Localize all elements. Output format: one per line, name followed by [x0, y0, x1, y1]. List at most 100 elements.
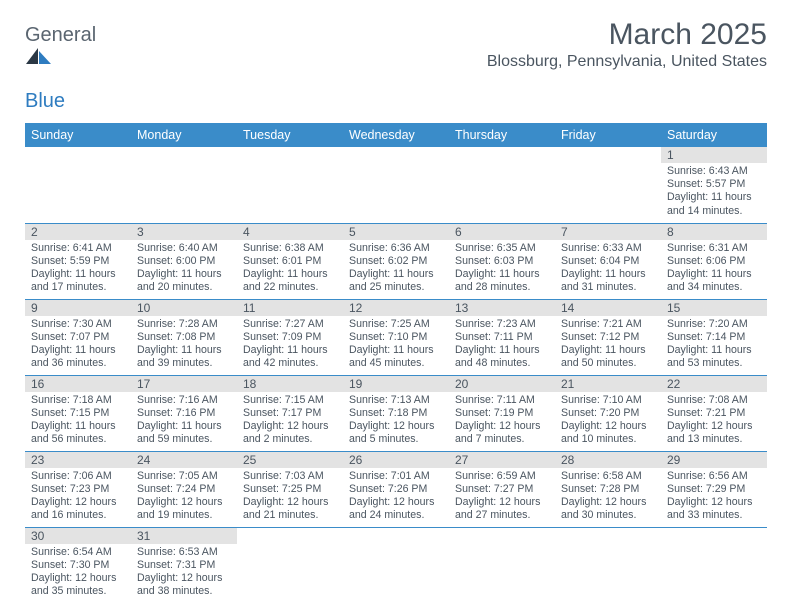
calendar-cell: 26Sunrise: 7:01 AMSunset: 7:26 PMDayligh… [343, 451, 449, 527]
day-number: 31 [131, 528, 237, 544]
calendar-cell: 8Sunrise: 6:31 AMSunset: 6:06 PMDaylight… [661, 223, 767, 299]
day-details: Sunrise: 7:01 AMSunset: 7:26 PMDaylight:… [343, 468, 449, 526]
calendar-cell: 11Sunrise: 7:27 AMSunset: 7:09 PMDayligh… [237, 299, 343, 375]
logo-sail-icon [25, 47, 95, 67]
calendar-cell [555, 147, 661, 223]
weekday-header: Wednesday [343, 123, 449, 147]
calendar-cell: 24Sunrise: 7:05 AMSunset: 7:24 PMDayligh… [131, 451, 237, 527]
calendar-cell: 15Sunrise: 7:20 AMSunset: 7:14 PMDayligh… [661, 299, 767, 375]
calendar-cell: 6Sunrise: 6:35 AMSunset: 6:03 PMDaylight… [449, 223, 555, 299]
calendar-cell: 3Sunrise: 6:40 AMSunset: 6:00 PMDaylight… [131, 223, 237, 299]
calendar-cell: 13Sunrise: 7:23 AMSunset: 7:11 PMDayligh… [449, 299, 555, 375]
calendar-cell: 7Sunrise: 6:33 AMSunset: 6:04 PMDaylight… [555, 223, 661, 299]
calendar-week: 16Sunrise: 7:18 AMSunset: 7:15 PMDayligh… [25, 375, 767, 451]
calendar-cell: 4Sunrise: 6:38 AMSunset: 6:01 PMDaylight… [237, 223, 343, 299]
day-details: Sunrise: 6:58 AMSunset: 7:28 PMDaylight:… [555, 468, 661, 526]
day-number: 8 [661, 224, 767, 240]
calendar-cell [237, 527, 343, 603]
calendar-cell [661, 527, 767, 603]
calendar-cell: 19Sunrise: 7:13 AMSunset: 7:18 PMDayligh… [343, 375, 449, 451]
day-details: Sunrise: 6:31 AMSunset: 6:06 PMDaylight:… [661, 240, 767, 298]
calendar-week: 23Sunrise: 7:06 AMSunset: 7:23 PMDayligh… [25, 451, 767, 527]
day-number: 28 [555, 452, 661, 468]
day-details: Sunrise: 7:21 AMSunset: 7:12 PMDaylight:… [555, 316, 661, 374]
calendar-cell: 16Sunrise: 7:18 AMSunset: 7:15 PMDayligh… [25, 375, 131, 451]
calendar-cell [131, 147, 237, 223]
day-details: Sunrise: 7:05 AMSunset: 7:24 PMDaylight:… [131, 468, 237, 526]
weekday-header: Monday [131, 123, 237, 147]
day-details: Sunrise: 6:36 AMSunset: 6:02 PMDaylight:… [343, 240, 449, 298]
calendar-table: SundayMondayTuesdayWednesdayThursdayFrid… [25, 123, 767, 603]
calendar-cell: 1Sunrise: 6:43 AMSunset: 5:57 PMDaylight… [661, 147, 767, 223]
day-number: 17 [131, 376, 237, 392]
weekday-header: Friday [555, 123, 661, 147]
day-details: Sunrise: 7:30 AMSunset: 7:07 PMDaylight:… [25, 316, 131, 374]
day-number: 9 [25, 300, 131, 316]
day-details: Sunrise: 6:56 AMSunset: 7:29 PMDaylight:… [661, 468, 767, 526]
day-number: 2 [25, 224, 131, 240]
calendar-cell: 10Sunrise: 7:28 AMSunset: 7:08 PMDayligh… [131, 299, 237, 375]
calendar-week: 1Sunrise: 6:43 AMSunset: 5:57 PMDaylight… [25, 147, 767, 223]
calendar-cell: 20Sunrise: 7:11 AMSunset: 7:19 PMDayligh… [449, 375, 555, 451]
calendar-cell: 27Sunrise: 6:59 AMSunset: 7:27 PMDayligh… [449, 451, 555, 527]
day-number: 4 [237, 224, 343, 240]
day-number: 7 [555, 224, 661, 240]
calendar-cell: 5Sunrise: 6:36 AMSunset: 6:02 PMDaylight… [343, 223, 449, 299]
day-number: 3 [131, 224, 237, 240]
calendar-cell: 29Sunrise: 6:56 AMSunset: 7:29 PMDayligh… [661, 451, 767, 527]
day-details: Sunrise: 6:43 AMSunset: 5:57 PMDaylight:… [661, 163, 767, 221]
day-details: Sunrise: 7:10 AMSunset: 7:20 PMDaylight:… [555, 392, 661, 450]
calendar-cell: 22Sunrise: 7:08 AMSunset: 7:21 PMDayligh… [661, 375, 767, 451]
day-details: Sunrise: 7:13 AMSunset: 7:18 PMDaylight:… [343, 392, 449, 450]
logo-text-c: Blue [25, 90, 65, 112]
day-details: Sunrise: 6:41 AMSunset: 5:59 PMDaylight:… [25, 240, 131, 298]
day-number: 16 [25, 376, 131, 392]
calendar-cell: 2Sunrise: 6:41 AMSunset: 5:59 PMDaylight… [25, 223, 131, 299]
calendar-cell: 9Sunrise: 7:30 AMSunset: 7:07 PMDaylight… [25, 299, 131, 375]
calendar-cell: 14Sunrise: 7:21 AMSunset: 7:12 PMDayligh… [555, 299, 661, 375]
day-number: 12 [343, 300, 449, 316]
day-details: Sunrise: 6:53 AMSunset: 7:31 PMDaylight:… [131, 544, 237, 602]
day-number: 27 [449, 452, 555, 468]
day-details: Sunrise: 7:23 AMSunset: 7:11 PMDaylight:… [449, 316, 555, 374]
day-number: 6 [449, 224, 555, 240]
logo-text-a: Genera [25, 24, 92, 46]
title-block: March 2025 Blossburg, Pennsylvania, Unit… [487, 18, 767, 71]
day-number: 21 [555, 376, 661, 392]
day-number: 13 [449, 300, 555, 316]
calendar-cell: 28Sunrise: 6:58 AMSunset: 7:28 PMDayligh… [555, 451, 661, 527]
day-number: 29 [661, 452, 767, 468]
calendar-week: 30Sunrise: 6:54 AMSunset: 7:30 PMDayligh… [25, 527, 767, 603]
day-number: 25 [237, 452, 343, 468]
day-details: Sunrise: 6:38 AMSunset: 6:01 PMDaylight:… [237, 240, 343, 298]
logo-text: GeneralBlue [25, 24, 95, 113]
calendar-header-row: SundayMondayTuesdayWednesdayThursdayFrid… [25, 123, 767, 147]
page-header: GeneralBlue March 2025 Blossburg, Pennsy… [25, 18, 767, 113]
day-details: Sunrise: 7:03 AMSunset: 7:25 PMDaylight:… [237, 468, 343, 526]
weekday-header: Saturday [661, 123, 767, 147]
calendar-cell: 23Sunrise: 7:06 AMSunset: 7:23 PMDayligh… [25, 451, 131, 527]
month-title: March 2025 [487, 18, 767, 52]
calendar-cell [343, 527, 449, 603]
calendar-cell: 31Sunrise: 6:53 AMSunset: 7:31 PMDayligh… [131, 527, 237, 603]
day-number: 5 [343, 224, 449, 240]
calendar-week: 9Sunrise: 7:30 AMSunset: 7:07 PMDaylight… [25, 299, 767, 375]
weekday-header: Thursday [449, 123, 555, 147]
day-details: Sunrise: 6:33 AMSunset: 6:04 PMDaylight:… [555, 240, 661, 298]
weekday-header: Tuesday [237, 123, 343, 147]
calendar-cell: 25Sunrise: 7:03 AMSunset: 7:25 PMDayligh… [237, 451, 343, 527]
day-details: Sunrise: 6:35 AMSunset: 6:03 PMDaylight:… [449, 240, 555, 298]
day-details: Sunrise: 7:27 AMSunset: 7:09 PMDaylight:… [237, 316, 343, 374]
day-number: 22 [661, 376, 767, 392]
day-number: 26 [343, 452, 449, 468]
calendar-cell: 18Sunrise: 7:15 AMSunset: 7:17 PMDayligh… [237, 375, 343, 451]
day-details: Sunrise: 7:18 AMSunset: 7:15 PMDaylight:… [25, 392, 131, 450]
calendar-cell: 30Sunrise: 6:54 AMSunset: 7:30 PMDayligh… [25, 527, 131, 603]
calendar-cell: 21Sunrise: 7:10 AMSunset: 7:20 PMDayligh… [555, 375, 661, 451]
calendar-cell [25, 147, 131, 223]
calendar-cell [237, 147, 343, 223]
day-details: Sunrise: 7:08 AMSunset: 7:21 PMDaylight:… [661, 392, 767, 450]
logo: GeneralBlue [25, 24, 95, 113]
day-number: 24 [131, 452, 237, 468]
day-number: 11 [237, 300, 343, 316]
